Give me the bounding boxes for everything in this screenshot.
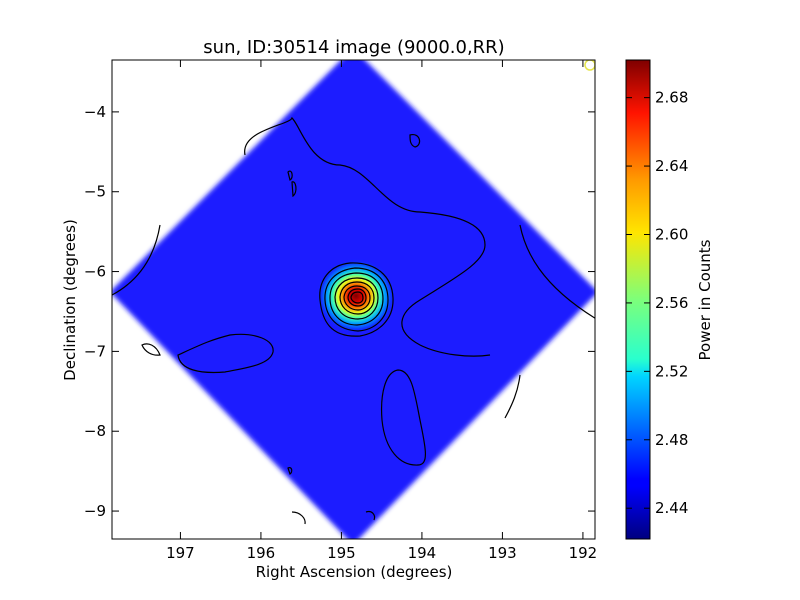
colorbar-tick-label: 2.48: [655, 431, 688, 449]
y-tick-label: −4: [84, 103, 106, 121]
y-tick-label: −7: [84, 342, 106, 360]
x-tick-label: 193: [488, 544, 517, 562]
colorbar-tick-label: 2.56: [655, 294, 688, 312]
colorbar-ticks: 2.44 2.48 2.52 2.56 2.60 2.64 2.68: [626, 89, 688, 517]
x-axis: 197 196 195 194 193 192: [166, 60, 597, 562]
colorbar: [625, 59, 651, 540]
colorbar-label: Power in Counts: [696, 239, 714, 360]
x-tick-label: 196: [247, 544, 276, 562]
y-tick-label: −8: [84, 422, 106, 440]
plot-area: [112, 60, 595, 539]
colorbar-tick-label: 2.68: [655, 89, 688, 107]
source-marker: [584, 60, 595, 71]
x-tick-label: 195: [327, 544, 356, 562]
y-axis-label: Declination (degrees): [61, 219, 79, 381]
contour-lines: [112, 116, 595, 525]
y-tick-label: −5: [84, 183, 106, 201]
y-tick-label: −6: [84, 263, 106, 281]
colorbar-tick-label: 2.64: [655, 157, 688, 175]
y-axis: −4 −5 −6 −7 −8 −9: [84, 103, 595, 520]
x-tick-label: 197: [166, 544, 195, 562]
y-tick-label: −9: [84, 502, 106, 520]
plot-frame: [111, 59, 596, 540]
x-axis-label: Right Ascension (degrees): [256, 563, 453, 581]
x-tick-label: 194: [408, 544, 437, 562]
colorbar-tick-label: 2.52: [655, 362, 688, 380]
emission-peak: [316, 258, 396, 334]
x-tick-label: 192: [569, 544, 598, 562]
colorbar-tick-label: 2.60: [655, 225, 688, 243]
chart-title: sun, ID:30514 image (9000.0,RR): [203, 37, 504, 58]
colorbar-tick-label: 2.44: [655, 499, 688, 517]
